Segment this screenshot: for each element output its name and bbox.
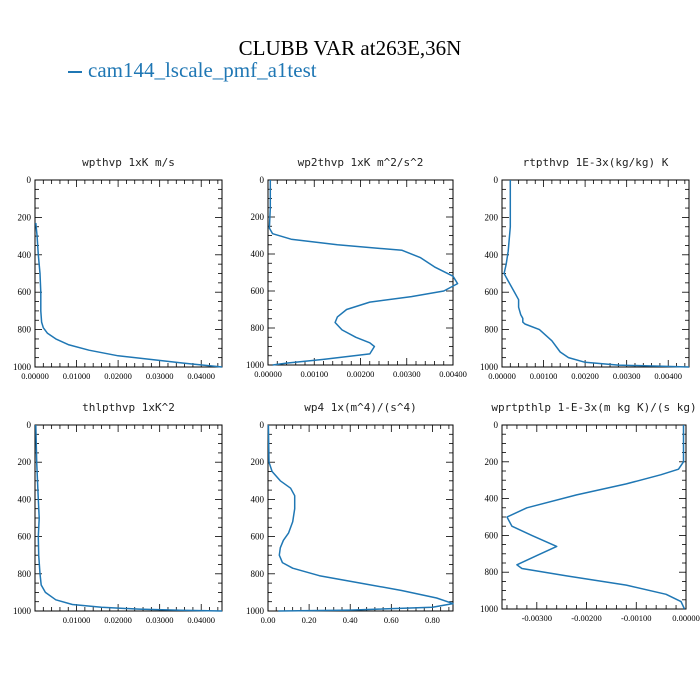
- x-tick-label: 0.03000: [146, 371, 174, 381]
- y-tick-label: 1000: [480, 604, 499, 614]
- y-tick-label: 200: [18, 212, 32, 222]
- plot-frame: [34, 424, 223, 612]
- plot-frame: [501, 424, 687, 610]
- y-tick-label: 400: [251, 249, 265, 259]
- x-tick-label: 0.00400: [439, 369, 467, 379]
- x-tick-label: -0.00100: [621, 613, 651, 623]
- y-tick-label: 1000: [13, 606, 32, 616]
- legend-line-marker: [68, 71, 82, 74]
- x-tick-label: 0.00000: [21, 371, 49, 381]
- x-tick-label: 0.01000: [63, 615, 91, 625]
- x-tick-label: 0.03000: [146, 615, 174, 625]
- x-tick-label: 0.00100: [530, 371, 558, 381]
- y-tick-label: 800: [18, 325, 32, 335]
- x-tick-label: 0.00100: [300, 369, 328, 379]
- y-tick-label: 400: [485, 494, 499, 504]
- x-tick-label: 0.00000: [254, 369, 282, 379]
- y-tick-label: 0: [27, 175, 32, 185]
- x-tick-label: 0.00300: [393, 369, 421, 379]
- plot-frame: [501, 179, 690, 368]
- plot-frame: [34, 179, 223, 368]
- y-tick-label: 0: [494, 175, 499, 185]
- y-tick-label: 600: [18, 532, 32, 542]
- y-tick-label: 800: [251, 323, 265, 333]
- y-tick-label: 400: [251, 494, 265, 504]
- chart-title: wpthvp 1xK m/s: [82, 156, 175, 169]
- x-tick-label: 0.01000: [63, 371, 91, 381]
- series-line: [267, 424, 454, 612]
- page-title: CLUBB VAR at263E,36N: [238, 36, 462, 60]
- x-tick-label: 0.20: [302, 615, 317, 625]
- x-tick-label: 0.00000: [488, 371, 516, 381]
- y-tick-label: 800: [485, 567, 499, 577]
- y-tick-label: 1000: [480, 362, 499, 372]
- legend: cam144_lscale_pmf_a1test: [68, 58, 317, 83]
- series-line: [35, 222, 223, 368]
- x-tick-label: 0.00200: [347, 369, 375, 379]
- y-tick-label: 600: [18, 287, 32, 297]
- series-line: [503, 180, 690, 368]
- x-tick-label: 0.00400: [654, 371, 682, 381]
- y-tick-label: 0: [27, 420, 32, 430]
- y-tick-label: 600: [485, 530, 499, 540]
- x-tick-label: 0.00200: [571, 371, 599, 381]
- y-tick-label: 600: [251, 286, 265, 296]
- chart-title: wp4 1x(m^4)/(s^4): [304, 401, 417, 414]
- x-tick-label: 0.00300: [613, 371, 641, 381]
- y-tick-label: 1000: [246, 606, 265, 616]
- plot-frame: [267, 179, 454, 366]
- y-tick-label: 200: [485, 457, 499, 467]
- y-tick-label: 1000: [246, 360, 265, 370]
- chart-4: thlpthvp 1xK^2 0 200 400 600 800 1000 0.01000 0.…: [13, 401, 223, 625]
- series-line: [268, 180, 459, 366]
- x-tick-label: 0.80: [425, 615, 440, 625]
- x-tick-label: 0.04000: [187, 371, 215, 381]
- y-tick-label: 600: [251, 532, 265, 542]
- x-tick-label: 0.02000: [104, 371, 132, 381]
- y-tick-label: 200: [18, 457, 32, 467]
- y-tick-label: 200: [251, 212, 265, 222]
- x-tick-label: 0.00: [261, 615, 276, 625]
- y-tick-label: 0: [260, 420, 265, 430]
- x-tick-label: -0.00200: [571, 613, 601, 623]
- x-tick-label: 0.60: [384, 615, 399, 625]
- y-tick-label: 800: [251, 569, 265, 579]
- y-tick-label: 400: [485, 250, 499, 260]
- chart-3: rtpthvp 1E-3x(kg/kg) K020040060080010000…: [480, 156, 690, 381]
- chart-2: wp2thvp 1xK m^2/s^2020040060080010000.00…: [246, 156, 467, 379]
- legend-label: cam144_lscale_pmf_a1test: [88, 58, 317, 82]
- chart-title: thlpthvp 1xK^2: [82, 401, 175, 414]
- chart-title: rtpthvp 1E-3x(kg/kg) K: [523, 156, 669, 169]
- y-tick-label: 200: [251, 457, 265, 467]
- x-tick-label: 0.02000: [104, 615, 132, 625]
- y-tick-label: 800: [485, 325, 499, 335]
- x-tick-label: -0.00300: [522, 613, 552, 623]
- y-tick-label: 0: [260, 175, 265, 185]
- x-tick-label: 0.40: [343, 615, 358, 625]
- y-tick-label: 200: [485, 212, 499, 222]
- x-tick-label: 0.04000: [187, 615, 215, 625]
- y-tick-label: 400: [18, 250, 32, 260]
- y-tick-label: 400: [18, 494, 32, 504]
- chart-6: wprtpthlp 1-E-3x(m kg K)/(s kg) 0 200 400 60…: [480, 401, 700, 623]
- chart-title: wp2thvp 1xK m^2/s^2: [298, 156, 424, 169]
- y-tick-label: 600: [485, 287, 499, 297]
- y-tick-label: 1000: [13, 362, 32, 372]
- y-tick-label: 800: [18, 569, 32, 579]
- series-line: [506, 425, 686, 610]
- chart-title: wprtpthlp 1-E-3x(m kg K)/(s kg): [491, 401, 696, 414]
- series-line: [35, 424, 223, 612]
- y-tick-label: 0: [494, 420, 499, 430]
- x-tick-label: 0.00000: [672, 613, 700, 623]
